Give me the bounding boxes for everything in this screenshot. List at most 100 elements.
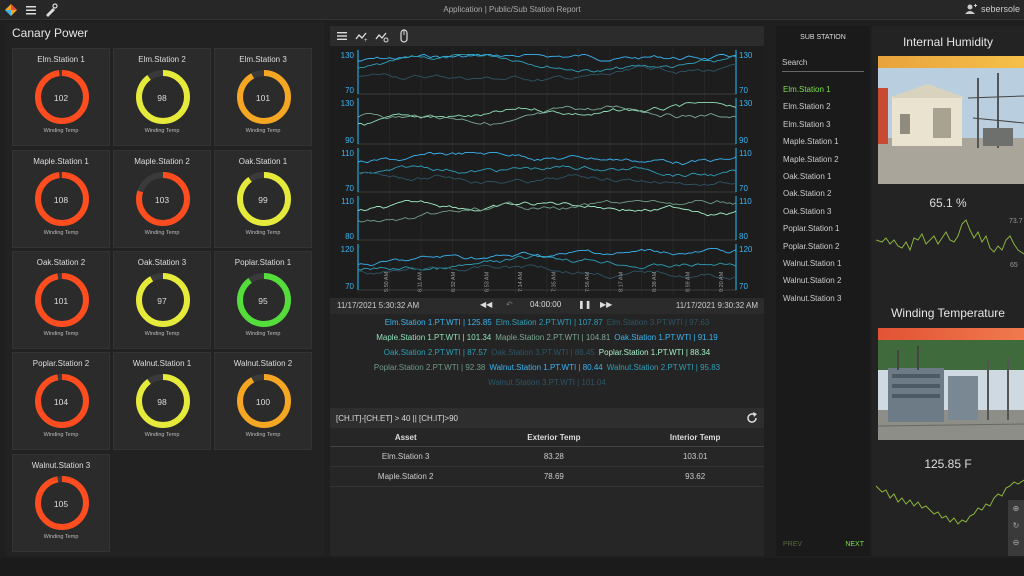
legend-item[interactable]: Walnut.Station 3.PT.WTI | 101.04 <box>488 378 606 387</box>
gauge-card[interactable]: Walnut.Station 1 98 Winding Temp <box>113 352 211 450</box>
legend-item[interactable]: Elm.Station 3.PT.WTI | 97.63 <box>606 318 710 327</box>
gauge-value: 101 <box>53 296 69 306</box>
zoom-reset-icon[interactable]: ↻ <box>1012 521 1020 530</box>
end-time[interactable]: 11/17/2021 9:30:32 AM <box>675 301 758 310</box>
gauge-card[interactable]: Elm.Station 2 98 Winding Temp <box>113 48 211 146</box>
hamburger-menu-icon[interactable] <box>25 4 37 16</box>
station-item[interactable]: Elm.Station 1 <box>783 85 831 94</box>
y-tick-label: 110 <box>341 149 354 158</box>
gauge-label: Winding Temp <box>245 432 281 438</box>
table-row[interactable]: Maple.Station 2 78.69 93.62 <box>330 466 764 487</box>
x-tick-label: 8:38 AM <box>652 271 658 292</box>
gauge-card[interactable]: Walnut.Station 2 100 Winding Temp <box>214 352 312 450</box>
station-item[interactable]: Maple.Station 2 <box>783 154 839 164</box>
legend-item[interactable]: Maple.Station 2.PT.WTI | 104.81 <box>495 333 611 342</box>
trend-chart-svg[interactable]: 130 70 130 70 130 90 130 90 110 70 110 70 110 80 110 80… <box>330 46 764 298</box>
gauge-ring <box>136 273 190 327</box>
station-item[interactable]: Walnut.Station 2 <box>783 276 842 286</box>
refresh-icon[interactable] <box>746 412 758 424</box>
series-line <box>357 53 737 73</box>
legend-item[interactable]: Walnut.Station 2.PT.WTI | 95.83 <box>606 363 721 372</box>
winding-title: Winding Temperature <box>891 306 1005 320</box>
gauge-label: Winding Temp <box>43 128 79 134</box>
next-button[interactable]: NEXT <box>845 541 864 548</box>
gauge-card[interactable]: Walnut.Station 3 105 Winding Temp <box>12 454 110 552</box>
gauge-value: 105 <box>53 499 69 509</box>
trend-panel: + 130 70 130 70 130 90 130 90 110 70 110 70 110 80 110… <box>330 26 764 556</box>
zoom-in-icon[interactable]: ⊕ <box>1012 504 1020 513</box>
humidity-title: Internal Humidity <box>902 35 994 49</box>
gauge-label: Winding Temp <box>245 331 281 337</box>
gauges-panel: Canary Power Elm.Station 1 102 Winding Tem… <box>6 22 324 556</box>
prev-button[interactable]: PREV <box>783 541 803 548</box>
station-item[interactable]: Poplar.Station 2 <box>783 241 840 251</box>
gauge-ring <box>35 273 89 327</box>
legend-item[interactable]: Oak.Station 3.PT.WTI | 88.45 <box>491 348 595 357</box>
y-tick-label: 70 <box>345 184 354 193</box>
undo-button[interactable]: ↶ <box>506 300 513 309</box>
edit-tools-icon[interactable] <box>44 3 58 17</box>
station-item[interactable]: Elm.Station 2 <box>783 102 831 112</box>
gauge-name: Oak.Station 2 <box>36 258 86 267</box>
station-item[interactable]: Oak.Station 3 <box>783 206 832 216</box>
x-tick-label: 8:17 AM <box>619 271 625 292</box>
legend-item[interactable]: Poplar.Station 2.PT.WTI | 92.38 <box>373 363 486 372</box>
rewind-button[interactable]: ◀◀ <box>480 300 493 309</box>
app-title: Application | Public/Sub Station Report <box>443 5 581 14</box>
legend-item[interactable]: Poplar.Station 1.PT.WTI | 88.34 <box>598 348 711 357</box>
zoom-out-icon[interactable]: ⊖ <box>1012 538 1020 547</box>
gauge-card[interactable]: Elm.Station 3 101 Winding Temp <box>214 48 312 146</box>
gauge-card[interactable]: Maple.Station 1 108 Winding Temp <box>12 150 110 248</box>
column-header-asset[interactable]: Asset <box>330 430 482 447</box>
series-line <box>358 165 737 177</box>
menu-icon[interactable] <box>335 29 349 43</box>
gauge-card[interactable]: Poplar.Station 1 95 Winding Temp <box>214 251 312 349</box>
duration-field[interactable]: 04:00:00 <box>530 300 562 309</box>
legend-item[interactable]: Elm.Station 1.PT.WTI | 125.85 <box>384 318 492 327</box>
station-item[interactable]: Poplar.Station 1 <box>783 224 840 234</box>
x-tick-label: 7:35 AM <box>552 271 558 292</box>
add-trend-icon[interactable]: + <box>355 29 369 44</box>
gauge-card[interactable]: Oak.Station 3 97 Winding Temp <box>113 251 211 349</box>
user-menu[interactable]: sebersole <box>964 4 1020 14</box>
trend-settings-icon[interactable] <box>375 29 389 43</box>
y-tick-label: 70 <box>739 282 748 291</box>
mouse-icon[interactable] <box>397 29 411 43</box>
gauge-card[interactable]: Oak.Station 1 99 Winding Temp <box>214 150 312 248</box>
trend-chart[interactable]: 130 70 130 70 130 90 130 90 110 70 110 70 110 80 110 80… <box>330 46 764 298</box>
station-item[interactable]: Oak.Station 2 <box>783 189 832 199</box>
gauge-card[interactable]: Oak.Station 2 101 Winding Temp <box>12 251 110 349</box>
gauge-card[interactable]: Poplar.Station 2 104 Winding Temp <box>12 352 110 450</box>
column-header-interior-temp[interactable]: Interior Temp <box>626 430 764 447</box>
column-header-exterior-temp[interactable]: Exterior Temp <box>481 430 627 447</box>
station-item[interactable]: Elm.Station 3 <box>783 119 831 129</box>
query-expression[interactable]: [CH.IT]-[CH.ET] > 40 || [CH.IT]>90 <box>336 414 458 423</box>
y-tick-label: 120 <box>739 245 753 254</box>
humidity-sparkline[interactable] <box>876 210 1024 266</box>
start-time[interactable]: 11/17/2021 5:30:32 AM <box>337 301 420 310</box>
station-item[interactable]: Walnut.Station 1 <box>783 259 842 268</box>
winding-sparkline[interactable] <box>876 474 1024 530</box>
series-line <box>358 53 737 62</box>
gauge-ring <box>35 172 89 226</box>
gauge-card[interactable]: Elm.Station 1 102 Winding Temp <box>12 48 110 146</box>
station-item[interactable]: Walnut.Station 3 <box>783 293 842 303</box>
table-row[interactable]: Elm.Station 3 83.28 103.01 <box>330 446 764 467</box>
legend-item[interactable]: Oak.Station 2.PT.WTI | 87.57 <box>383 348 488 357</box>
legend-item[interactable]: Maple.Station 1.PT.WTI | 101.34 <box>376 333 492 342</box>
station-item[interactable]: Maple.Station 1 <box>783 137 839 147</box>
search-input[interactable]: Search <box>782 58 864 72</box>
fast-forward-button[interactable]: ▶▶ <box>600 300 613 309</box>
x-tick-label: 7:14 AM <box>518 271 524 292</box>
gauge-card[interactable]: Maple.Station 2 103 Winding Temp <box>113 150 211 248</box>
legend-item[interactable]: Walnut.Station 1.PT.WTI | 80.44 <box>489 363 603 372</box>
user-name: sebersole <box>980 4 1020 14</box>
pause-button[interactable]: ❚❚ <box>578 300 592 309</box>
query-bar: [CH.IT]-[CH.ET] > 40 || [CH.IT]>90 <box>330 408 764 428</box>
legend-item[interactable]: Elm.Station 2.PT.WTI | 107.87 <box>495 318 603 327</box>
legend-item[interactable]: Oak.Station 1.PT.WTI | 91.19 <box>614 333 718 342</box>
station-item[interactable]: Oak.Station 1 <box>783 172 832 181</box>
asset-cell: Elm.Station 3 <box>330 446 482 467</box>
app-logo-icon[interactable] <box>5 4 17 16</box>
gauge-value: 104 <box>53 397 69 407</box>
